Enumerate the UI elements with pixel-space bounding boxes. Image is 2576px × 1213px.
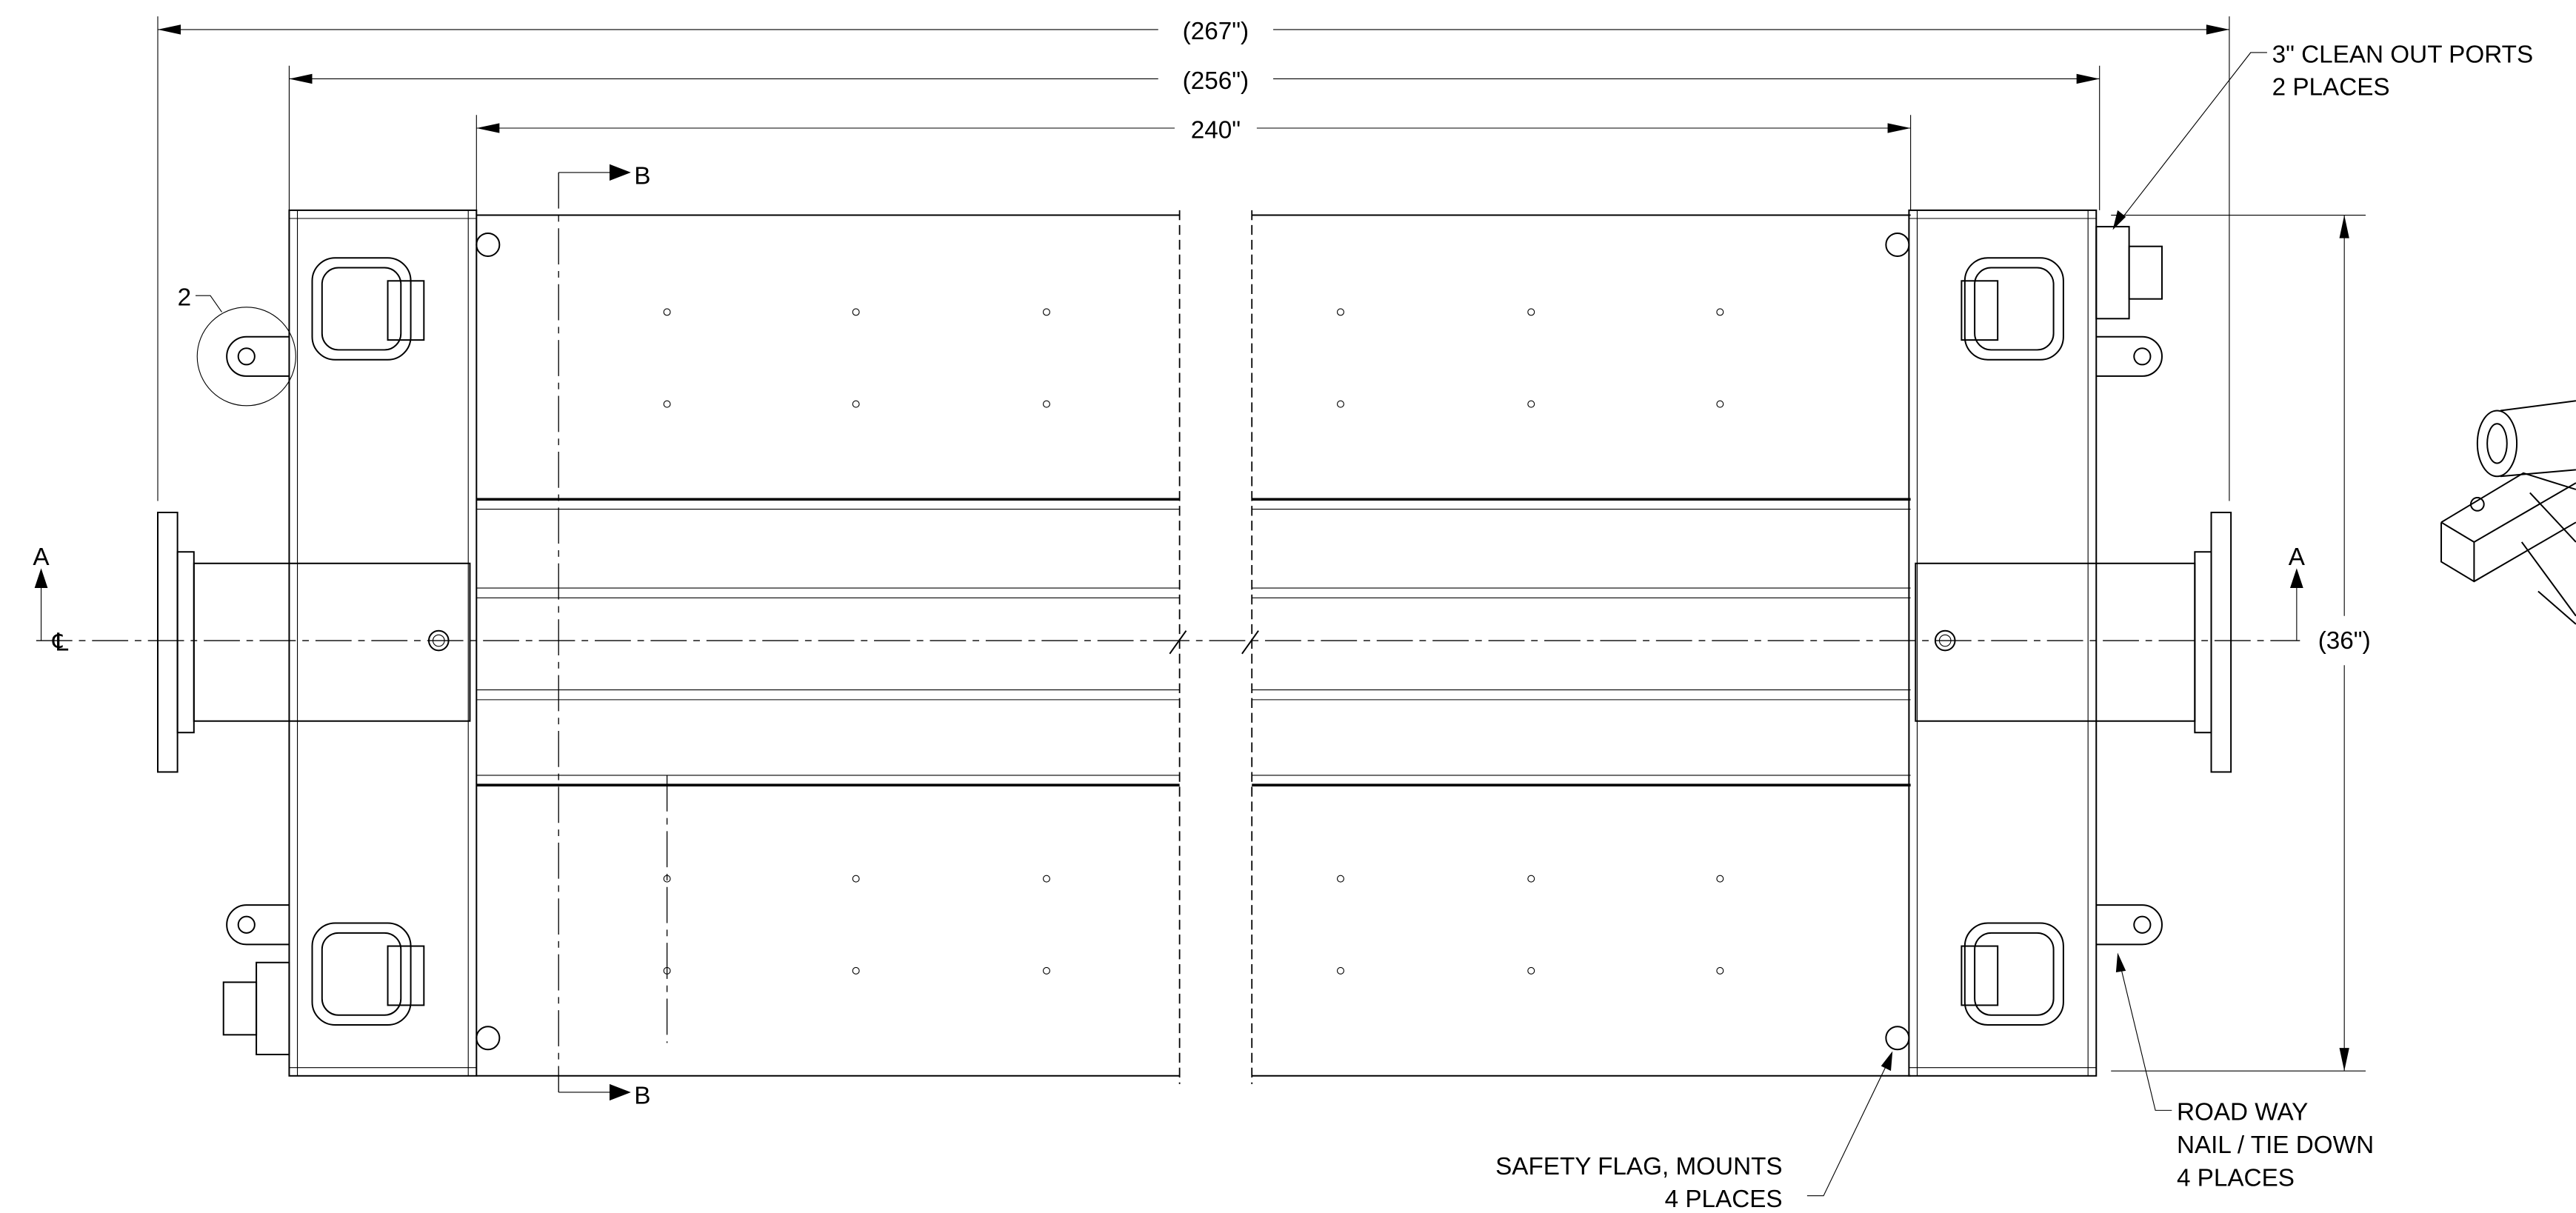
dim-overall: (267") (1183, 18, 1249, 45)
leaders (1806, 52, 2267, 1197)
lugs (196, 226, 2163, 1055)
tie-downs (311, 257, 2064, 1026)
note-road-2: NAIL / TIE DOWN (2177, 1132, 2374, 1159)
section-lines (34, 164, 2303, 1101)
detail-callout: 2 (178, 284, 192, 312)
dimension-lines (157, 16, 2366, 1072)
dim-length: 240" (1191, 116, 1241, 144)
frame (288, 209, 2098, 1084)
section-a-right: A (2289, 544, 2306, 571)
note-safety-2: 4 PLACES (1665, 1186, 1783, 1213)
note-road-3: 4 PLACES (2177, 1164, 2295, 1192)
centerline-symbol: ℄ (52, 629, 69, 656)
section-b-bottom: B (634, 1083, 650, 1110)
note-clean-out-2: 2 PLACES (2272, 74, 2390, 101)
section-a-left: A (33, 544, 50, 571)
detail-leader (196, 295, 222, 313)
dim-width: (36") (2318, 627, 2371, 655)
section-b-top: B (634, 162, 650, 190)
note-road-1: ROAD WAY (2177, 1099, 2308, 1126)
note-clean-out-1: 3" CLEAN OUT PORTS (2272, 41, 2534, 68)
dim-middle: (256") (1183, 67, 1249, 95)
note-safety-1: SAFETY FLAG, MOUNTS (1495, 1153, 1783, 1180)
holes (476, 232, 1910, 1051)
pipes (157, 512, 2232, 773)
isometric-view (2440, 400, 2576, 625)
